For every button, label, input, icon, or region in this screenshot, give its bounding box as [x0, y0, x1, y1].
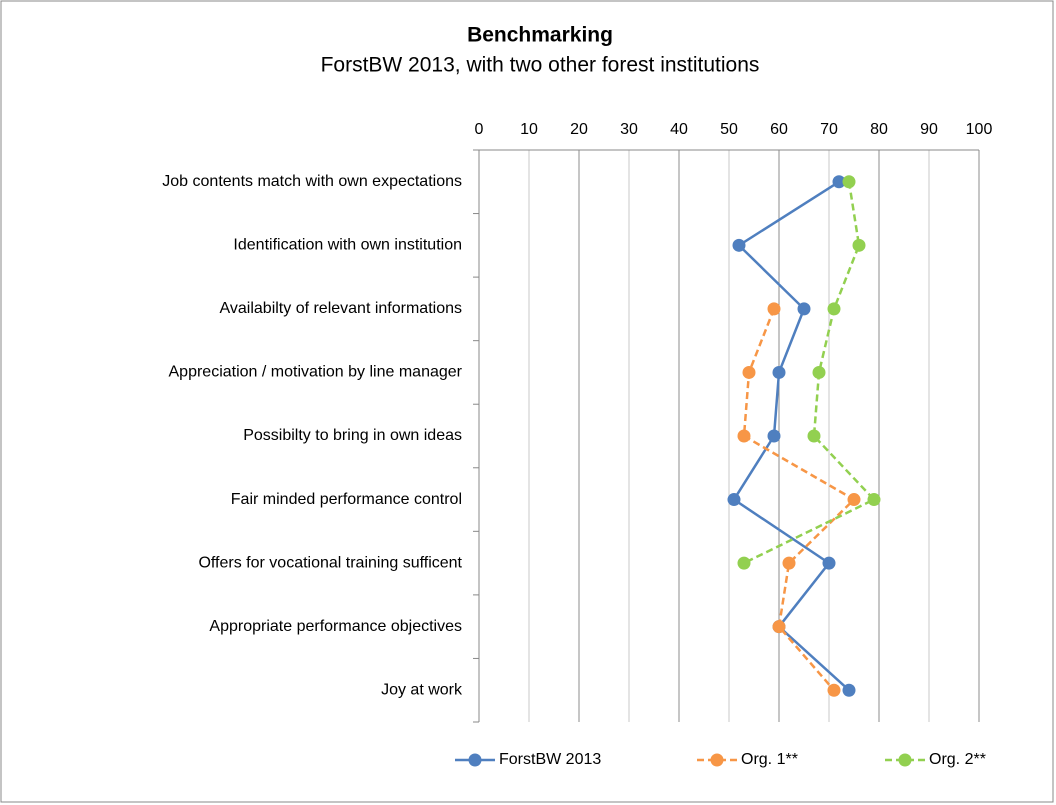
- x-tick-label: 40: [670, 121, 688, 138]
- data-point: [772, 365, 786, 379]
- data-point: [797, 302, 811, 316]
- data-point: [832, 175, 846, 189]
- x-tick-label: 80: [870, 121, 888, 138]
- data-point: [737, 556, 751, 570]
- y-tick-label: Possibilty to bring in own ideas: [243, 427, 462, 444]
- data-point: [807, 429, 821, 443]
- data-point: [782, 556, 796, 570]
- x-tick-label: 90: [920, 121, 938, 138]
- y-tick-label: Appropriate performance objectives: [209, 618, 462, 635]
- x-tick-label: 60: [770, 121, 788, 138]
- data-point: [742, 365, 756, 379]
- x-tick-label: 0: [475, 121, 484, 138]
- data-point: [852, 238, 866, 252]
- data-point: [737, 429, 751, 443]
- data-point: [732, 238, 746, 252]
- chart-subtitle: ForstBW 2013, with two other forest inst…: [321, 54, 760, 77]
- data-point: [767, 429, 781, 443]
- x-tick-label: 20: [570, 121, 588, 138]
- chart-title: Benchmarking: [467, 24, 613, 47]
- data-point: [767, 302, 781, 316]
- legend-marker: [710, 753, 724, 767]
- y-tick-label: Fair minded performance control: [231, 491, 462, 508]
- data-point: [812, 365, 826, 379]
- data-point: [842, 683, 856, 697]
- x-tick-label: 100: [966, 121, 993, 138]
- data-point: [867, 493, 881, 507]
- y-tick-label: Joy at work: [381, 681, 463, 698]
- y-tick-label: Availabilty of relevant informations: [220, 300, 463, 317]
- data-point: [827, 302, 841, 316]
- data-point: [847, 493, 861, 507]
- x-tick-label: 10: [520, 121, 538, 138]
- x-tick-label: 30: [620, 121, 638, 138]
- data-point: [727, 493, 741, 507]
- y-tick-label: Job contents match with own expectations: [162, 173, 462, 190]
- data-point: [827, 683, 841, 697]
- data-point: [772, 620, 786, 634]
- y-tick-label: Appreciation / motivation by line manage…: [169, 364, 463, 381]
- data-point: [822, 556, 836, 570]
- y-tick-label: Offers for vocational training sufficent: [198, 554, 462, 571]
- legend-label: ForstBW 2013: [499, 751, 601, 768]
- legend-marker: [468, 753, 482, 767]
- legend-label: Org. 1**: [741, 751, 798, 768]
- legend-label: Org. 2**: [929, 751, 986, 768]
- data-point: [842, 175, 856, 189]
- x-tick-label: 50: [720, 121, 738, 138]
- y-tick-label: Identification with own institution: [233, 237, 462, 254]
- x-tick-label: 70: [820, 121, 838, 138]
- legend-marker: [898, 753, 912, 767]
